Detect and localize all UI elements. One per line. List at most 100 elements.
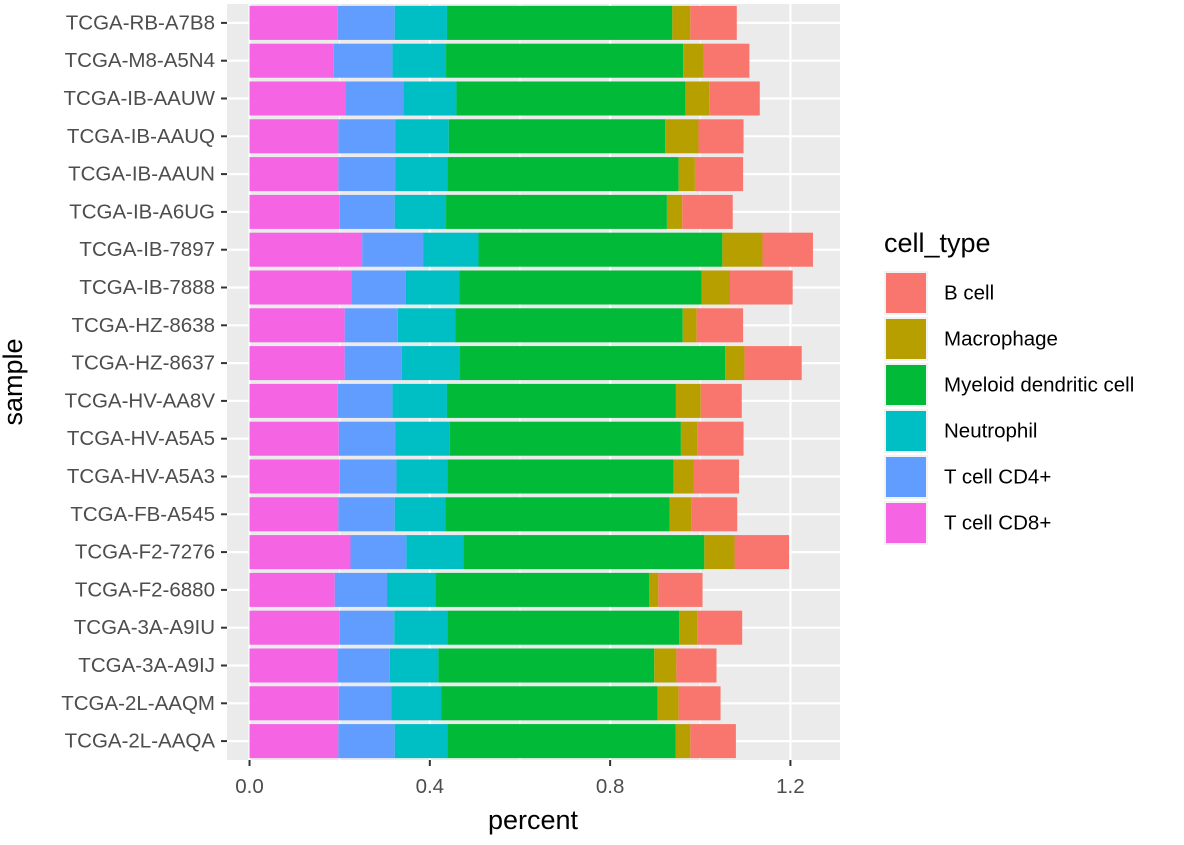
bar-segment-b-cell <box>682 194 733 229</box>
bar-segment-neutrophil <box>394 5 447 40</box>
y-tick-label: TCGA-IB-AAUN <box>68 163 215 186</box>
y-axis-title: sample <box>0 338 28 425</box>
bar-segment-neutrophil <box>423 232 479 267</box>
bar-segment-t-cell-cd8 <box>249 81 346 116</box>
bar-segment-t-cell-cd4 <box>337 648 390 683</box>
bar-segment-myeloid-dendritic-cell <box>446 43 684 78</box>
legend-label: Myeloid dendritic cell <box>944 374 1134 397</box>
bar-segment-myeloid-dendritic-cell <box>447 157 679 192</box>
bar-segment-macrophage <box>680 421 698 456</box>
y-tick-label: TCGA-IB-AAUW <box>64 87 216 110</box>
legend-label: T cell CD8+ <box>944 512 1051 535</box>
bar-segment-neutrophil <box>397 308 456 343</box>
x-tick-label: 0.0 <box>235 775 264 798</box>
bar-segment-b-cell <box>693 459 740 494</box>
bar-segment-macrophage <box>649 572 659 607</box>
bar-segment-b-cell <box>697 421 744 456</box>
bar-segment-t-cell-cd8 <box>249 459 340 494</box>
bar-segment-t-cell-cd8 <box>249 648 338 683</box>
bar-segment-neutrophil <box>392 383 447 418</box>
bar-segment-t-cell-cd4 <box>338 686 392 721</box>
bar-segment-b-cell <box>709 81 760 116</box>
bar-segment-neutrophil <box>406 535 464 570</box>
bar-segment-t-cell-cd8 <box>249 497 339 532</box>
y-tick-label: TCGA-IB-AAUQ <box>67 125 215 148</box>
y-tick-label: TCGA-3A-A9IJ <box>78 654 215 677</box>
bar-segment-t-cell-cd4 <box>339 610 395 645</box>
bar-segment-b-cell <box>730 270 793 305</box>
bar-segment-macrophage <box>683 43 703 78</box>
bar-segment-t-cell-cd8 <box>249 383 338 418</box>
bar-segment-b-cell <box>734 535 790 570</box>
y-tick-label: TCGA-FB-A545 <box>70 503 215 526</box>
bar-segment-macrophage <box>675 724 691 759</box>
y-tick-label: TCGA-IB-7888 <box>79 276 215 299</box>
bar-segment-t-cell-cd4 <box>338 724 395 759</box>
bar-segment-t-cell-cd8 <box>249 610 340 645</box>
bar-segment-macrophage <box>665 119 699 154</box>
bar-segment-t-cell-cd4 <box>362 232 424 267</box>
bar-segment-b-cell <box>697 610 743 645</box>
bar-segment-t-cell-cd8 <box>249 572 335 607</box>
bar-segment-neutrophil <box>387 572 436 607</box>
bar-segment-neutrophil <box>391 686 442 721</box>
bar-segment-t-cell-cd8 <box>249 346 345 381</box>
bar-segment-b-cell <box>696 308 744 343</box>
bar-segment-myeloid-dendritic-cell <box>478 232 723 267</box>
legend-key <box>886 365 926 405</box>
bar-segment-b-cell <box>700 383 742 418</box>
bar-segment-neutrophil <box>405 270 460 305</box>
bar-segment-myeloid-dendritic-cell <box>446 383 676 418</box>
bar-segment-myeloid-dendritic-cell <box>456 81 686 116</box>
bar-segment-t-cell-cd4 <box>350 535 407 570</box>
bar-segment-t-cell-cd4 <box>339 459 397 494</box>
y-tick-label: TCGA-M8-A5N4 <box>65 49 215 72</box>
legend-key <box>886 457 926 497</box>
y-tick-label: TCGA-IB-7897 <box>79 238 215 261</box>
bar-segment-myeloid-dendritic-cell <box>455 308 683 343</box>
x-tick-label: 0.8 <box>596 775 625 798</box>
y-axis: TCGA-RB-A7B8 TCGA-M8-A5N4 TCGA-IB-AAUW TCGA… <box>61 11 227 753</box>
bar-segment-t-cell-cd4 <box>339 194 395 229</box>
bar-segment-neutrophil <box>403 81 457 116</box>
bar-segment-t-cell-cd8 <box>249 232 363 267</box>
bar-segment-myeloid-dendritic-cell <box>449 421 681 456</box>
bar-segment-t-cell-cd8 <box>249 5 338 40</box>
bar-segment-t-cell-cd8 <box>249 119 339 154</box>
y-tick-label: TCGA-2L-AAQA <box>65 730 216 753</box>
bar-segment-t-cell-cd8 <box>249 724 339 759</box>
bar-segment-macrophage <box>701 270 731 305</box>
bar-segment-macrophage <box>682 308 697 343</box>
y-tick-label: TCGA-HZ-8637 <box>71 352 215 375</box>
bar-segment-b-cell <box>744 346 802 381</box>
y-tick-label: TCGA-HZ-8638 <box>71 314 215 337</box>
y-tick-label: TCGA-3A-A9IU <box>74 616 215 639</box>
legend-key <box>886 319 926 359</box>
bar-segment-t-cell-cd4 <box>337 383 393 418</box>
legend: cell_type B cell Macrophage Myeloid dendri… <box>884 228 1134 545</box>
bar-segment-b-cell <box>702 43 750 78</box>
bar-segment-macrophage <box>725 346 745 381</box>
bar-segment-t-cell-cd4 <box>338 157 396 192</box>
legend-label: B cell <box>944 282 994 305</box>
bar-segment-t-cell-cd4 <box>345 81 404 116</box>
bar-segment-b-cell <box>690 724 736 759</box>
bar-segment-t-cell-cd4 <box>333 43 393 78</box>
bar-segment-myeloid-dendritic-cell <box>438 648 655 683</box>
bar-segment-myeloid-dendritic-cell <box>460 346 726 381</box>
bar-segment-macrophage <box>672 5 691 40</box>
x-axis-title: percent <box>488 805 579 835</box>
bar-segment-macrophage <box>669 497 692 532</box>
bar-segment-t-cell-cd4 <box>338 497 395 532</box>
bar-segment-t-cell-cd8 <box>249 308 345 343</box>
bar-segment-neutrophil <box>394 497 446 532</box>
bar-segment-t-cell-cd8 <box>249 535 351 570</box>
bar-segment-macrophage <box>675 383 701 418</box>
bar-segment-t-cell-cd8 <box>249 194 340 229</box>
x-tick-label: 0.4 <box>416 775 445 798</box>
bar-segment-macrophage <box>704 535 735 570</box>
bar-segment-neutrophil <box>389 648 439 683</box>
bar-segment-macrophage <box>657 686 679 721</box>
